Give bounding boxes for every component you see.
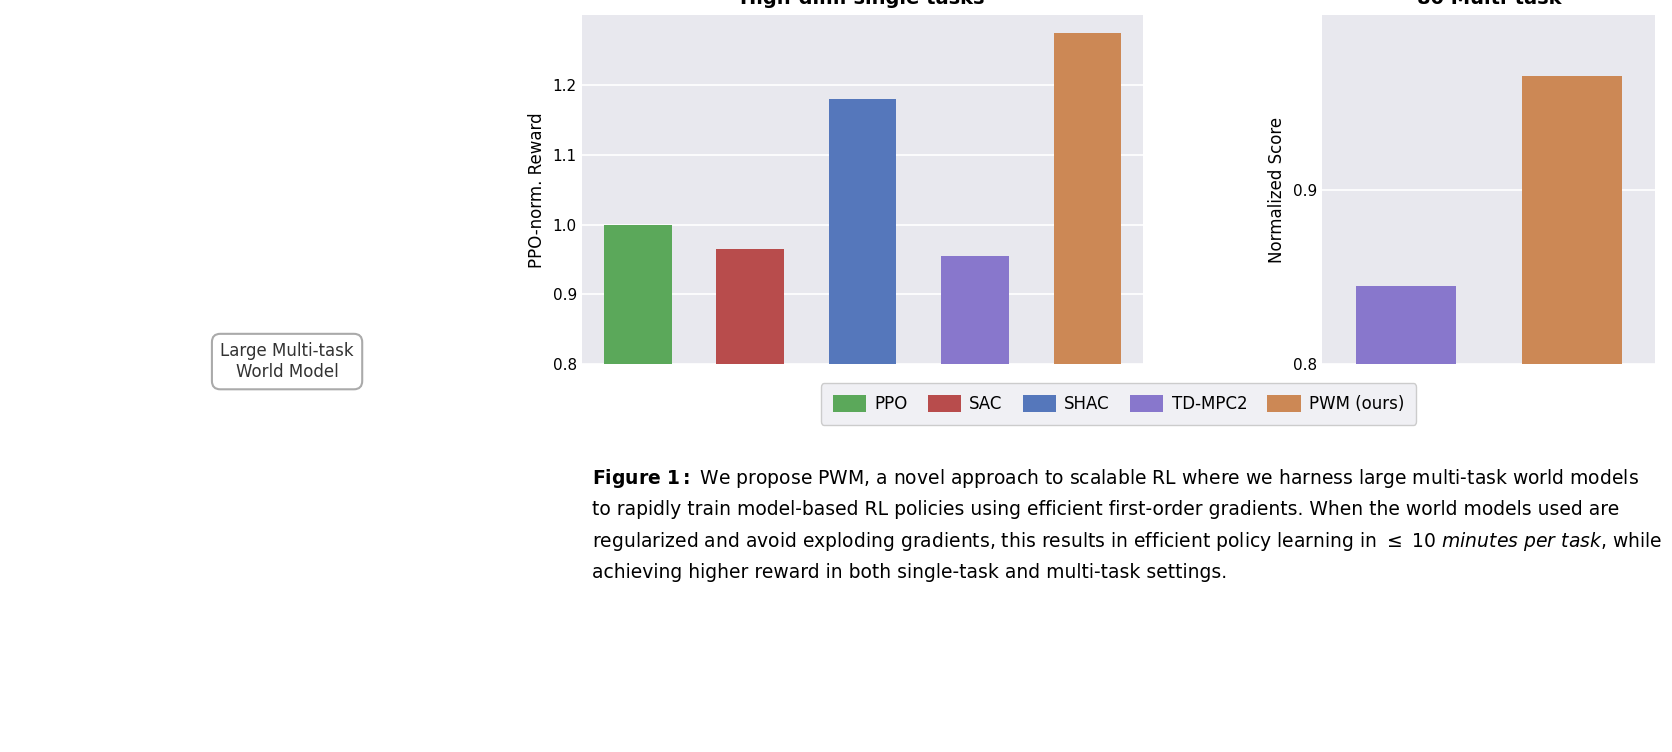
Bar	[1356, 286, 1456, 365]
Bar	[1522, 76, 1622, 365]
Bar	[604, 225, 672, 365]
Title: 80 Multi-task: 80 Multi-task	[1416, 0, 1562, 8]
Y-axis label: PPO-norm. Reward: PPO-norm. Reward	[528, 112, 545, 268]
Bar	[829, 99, 896, 365]
Text: Large Multi-task
World Model: Large Multi-task World Model	[221, 342, 354, 381]
Text: $\mathbf{Figure\ 1:}$ We propose PWM, a novel approach to scalable RL where we h: $\mathbf{Figure\ 1:}$ We propose PWM, a …	[592, 467, 1662, 581]
Legend: PPO, SAC, SHAC, TD-MPC2, PWM (ours): PPO, SAC, SHAC, TD-MPC2, PWM (ours)	[821, 384, 1416, 425]
Bar	[1053, 32, 1120, 365]
Y-axis label: Normalized Score: Normalized Score	[1269, 117, 1286, 262]
Title: High-dim. single tasks: High-dim. single tasks	[741, 0, 985, 8]
Bar	[717, 249, 784, 365]
Bar	[941, 256, 1008, 365]
